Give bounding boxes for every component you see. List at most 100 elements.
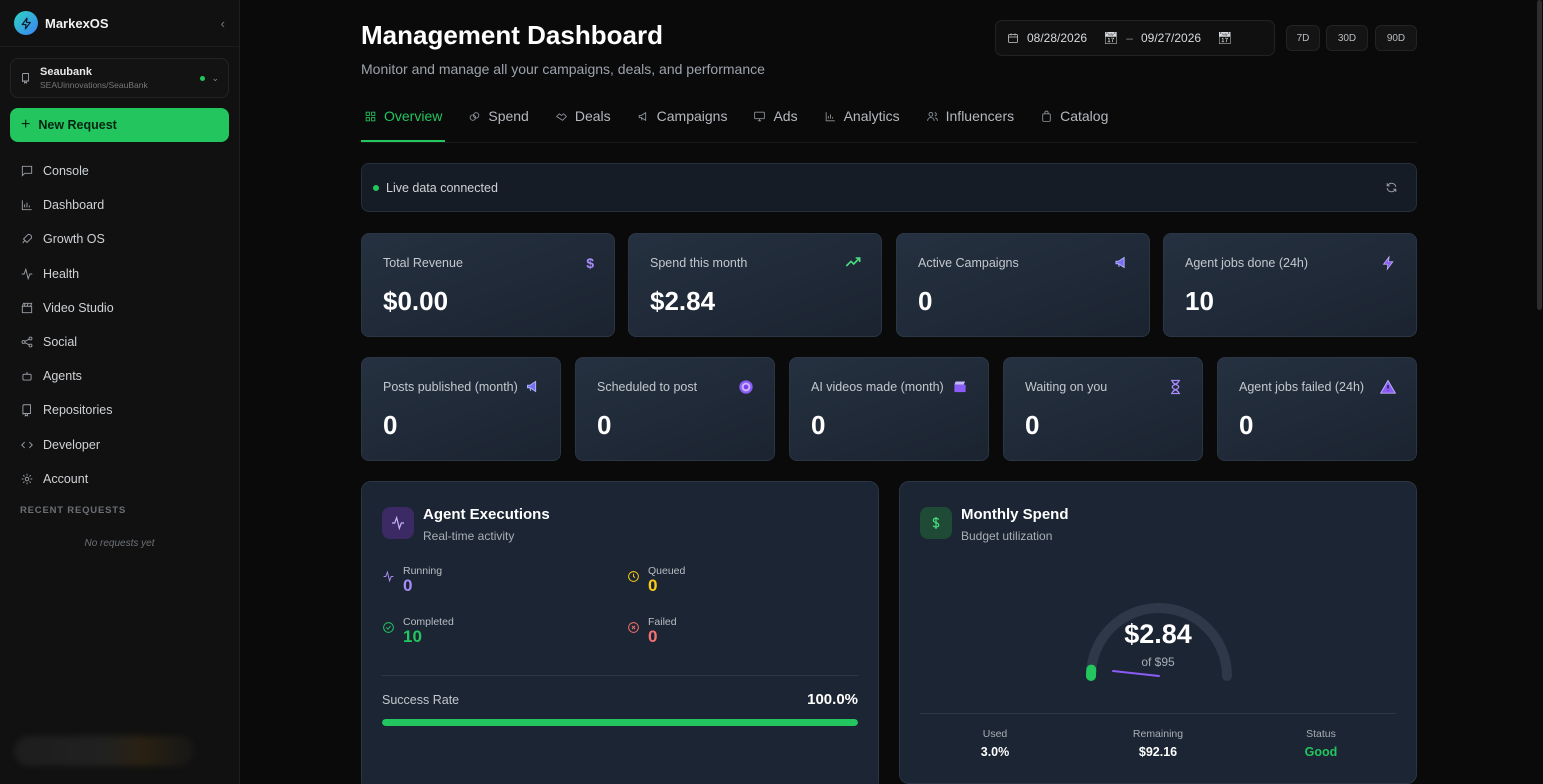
coins-icon bbox=[470, 111, 480, 121]
date-from-input[interactable]: 08/28/2026 bbox=[1027, 31, 1088, 45]
calendar-icon bbox=[1008, 33, 1018, 43]
sidebar-item-label: Account bbox=[43, 471, 89, 486]
stat-completed: Completed 10 bbox=[382, 616, 582, 652]
stat-value: 0 bbox=[648, 627, 658, 646]
kpi-label: Agent jobs failed (24h) bbox=[1239, 380, 1365, 394]
kpi-value: 10 bbox=[1185, 286, 1214, 316]
user-profile[interactable] bbox=[14, 736, 194, 766]
tab-label: Ads bbox=[773, 108, 798, 124]
target-icon bbox=[739, 380, 753, 394]
refresh-icon[interactable] bbox=[1385, 181, 1398, 194]
share-icon bbox=[21, 336, 33, 348]
sidebar-item-label: Growth OS bbox=[43, 232, 105, 247]
bag-icon bbox=[1042, 110, 1051, 122]
remaining-stat: Remaining $92.16 bbox=[1098, 728, 1218, 759]
live-status-bar: Live data connected bbox=[361, 163, 1417, 212]
clapper-icon bbox=[21, 302, 33, 313]
bolt-icon bbox=[1382, 255, 1394, 271]
kpi-label: Spend this month bbox=[650, 256, 748, 270]
tab-label: Catalog bbox=[1060, 108, 1109, 124]
tab-spend[interactable]: Spend bbox=[465, 100, 531, 132]
tab-influencers[interactable]: Influencers bbox=[923, 100, 1017, 132]
tab-bar: Overview Spend Deals Campaigns Ads Analy… bbox=[361, 100, 1417, 143]
recent-requests-heading: RECENT REQUESTS bbox=[20, 504, 126, 516]
sidebar-item-label: Dashboard bbox=[43, 198, 105, 213]
tab-label: Deals bbox=[574, 108, 611, 124]
kpi-value: $0.00 bbox=[383, 286, 449, 316]
sidebar-item-growth-os[interactable]: Growth OS bbox=[0, 222, 239, 256]
scroll-thumb[interactable] bbox=[1537, 0, 1542, 310]
kpi-value: 0 bbox=[597, 410, 612, 440]
app-name: MarkexOS bbox=[45, 15, 109, 31]
sidebar-item-label: Health bbox=[43, 266, 80, 281]
kpi-card-total-revenue: Total Revenue $0.00 $ bbox=[361, 233, 615, 337]
sidebar-item-label: Developer bbox=[43, 437, 100, 452]
status-label: Status bbox=[1306, 728, 1336, 740]
gear-icon bbox=[21, 473, 33, 485]
pulse-icon bbox=[383, 570, 394, 583]
stat-label: Completed bbox=[403, 616, 454, 628]
used-label: Used bbox=[982, 728, 1008, 740]
status-value: Good bbox=[1304, 745, 1338, 759]
gauge-needle bbox=[1112, 670, 1160, 677]
used-value: 3.0% bbox=[980, 745, 1010, 759]
date-range-picker[interactable]: 08/28/2026 📅︎ – 09/27/2026 📅︎ bbox=[995, 20, 1275, 56]
brand-header: MarkexOS ‹ bbox=[0, 0, 239, 47]
tab-ads[interactable]: Ads bbox=[750, 100, 800, 132]
tab-analytics[interactable]: Analytics bbox=[821, 100, 903, 132]
sidebar-item-developer[interactable]: Developer bbox=[0, 428, 239, 462]
calendar-icon[interactable]: 📅︎ bbox=[1103, 31, 1119, 45]
handshake-icon bbox=[555, 112, 567, 121]
calendar-icon[interactable]: 📅︎ bbox=[1217, 31, 1233, 45]
date-to-input[interactable]: 09/27/2026 bbox=[1140, 31, 1202, 45]
kpi-label: Posts published (month) bbox=[383, 380, 518, 394]
tab-campaigns[interactable]: Campaigns bbox=[634, 100, 731, 132]
sidebar-item-console[interactable]: Console bbox=[0, 154, 239, 188]
tab-overview[interactable]: Overview bbox=[361, 100, 446, 142]
date-separator: – bbox=[1126, 31, 1133, 45]
scrollbar[interactable] bbox=[1535, 0, 1543, 784]
live-status-text: Live data connected bbox=[386, 180, 498, 195]
chat-icon bbox=[21, 165, 33, 177]
range-90d-button[interactable]: 90D bbox=[1375, 25, 1417, 51]
kpi-label: Waiting on you bbox=[1025, 380, 1108, 394]
sidebar-item-dashboard[interactable]: Dashboard bbox=[0, 188, 239, 222]
activity-icon bbox=[382, 507, 414, 539]
success-rate-value: 100.0% bbox=[807, 691, 858, 708]
clock-icon bbox=[628, 571, 639, 582]
repo-icon bbox=[22, 73, 29, 84]
range-7d-button[interactable]: 7D bbox=[1286, 25, 1320, 51]
new-request-button[interactable]: + New Request bbox=[10, 108, 229, 142]
sidebar-item-repositories[interactable]: Repositories bbox=[0, 393, 239, 427]
plus-icon: + bbox=[21, 116, 31, 133]
tab-deals[interactable]: Deals bbox=[552, 100, 614, 132]
sidebar-item-health[interactable]: Health bbox=[0, 257, 239, 291]
kpi-value: 0 bbox=[811, 410, 826, 440]
status-stat: Status Good bbox=[1261, 728, 1381, 759]
workspace-switcher[interactable]: Seaubank SEAUinnovations/SeauBank ⌄ bbox=[10, 58, 229, 98]
remaining-value: $92.16 bbox=[1138, 745, 1178, 759]
sidebar-item-account[interactable]: Account bbox=[0, 462, 239, 496]
success-rate-label: Success Rate bbox=[382, 693, 460, 707]
stat-running: Running 0 bbox=[382, 565, 582, 601]
tab-catalog[interactable]: Catalog bbox=[1037, 100, 1111, 132]
sidebar-item-agents[interactable]: Agents bbox=[0, 359, 239, 393]
kpi-value: 0 bbox=[1239, 410, 1254, 440]
robot-icon bbox=[22, 372, 32, 381]
stat-failed: Failed 0 bbox=[627, 616, 827, 652]
range-30d-button[interactable]: 30D bbox=[1326, 25, 1368, 51]
stat-label: Queued bbox=[648, 565, 686, 577]
kpi-value: 0 bbox=[1025, 410, 1040, 440]
monitor-icon bbox=[754, 111, 766, 121]
connected-dot bbox=[200, 75, 206, 81]
kpi-label: Active Campaigns bbox=[918, 256, 1019, 270]
sidebar-item-video-studio[interactable]: Video Studio bbox=[0, 291, 239, 325]
kpi-card-agent-jobs-done: Agent jobs done (24h) 10 bbox=[1163, 233, 1417, 337]
tab-label: Influencers bbox=[945, 108, 1015, 124]
kpi-card-spend-month: Spend this month $2.84 bbox=[628, 233, 882, 337]
collapse-sidebar-icon[interactable]: ‹ bbox=[220, 15, 225, 31]
workspace-name: Seaubank bbox=[40, 66, 92, 78]
sidebar-item-social[interactable]: Social bbox=[0, 325, 239, 359]
sidebar-nav: Console Dashboard Growth OS Health Video… bbox=[0, 154, 239, 496]
page-title: Management Dashboard bbox=[361, 20, 663, 50]
